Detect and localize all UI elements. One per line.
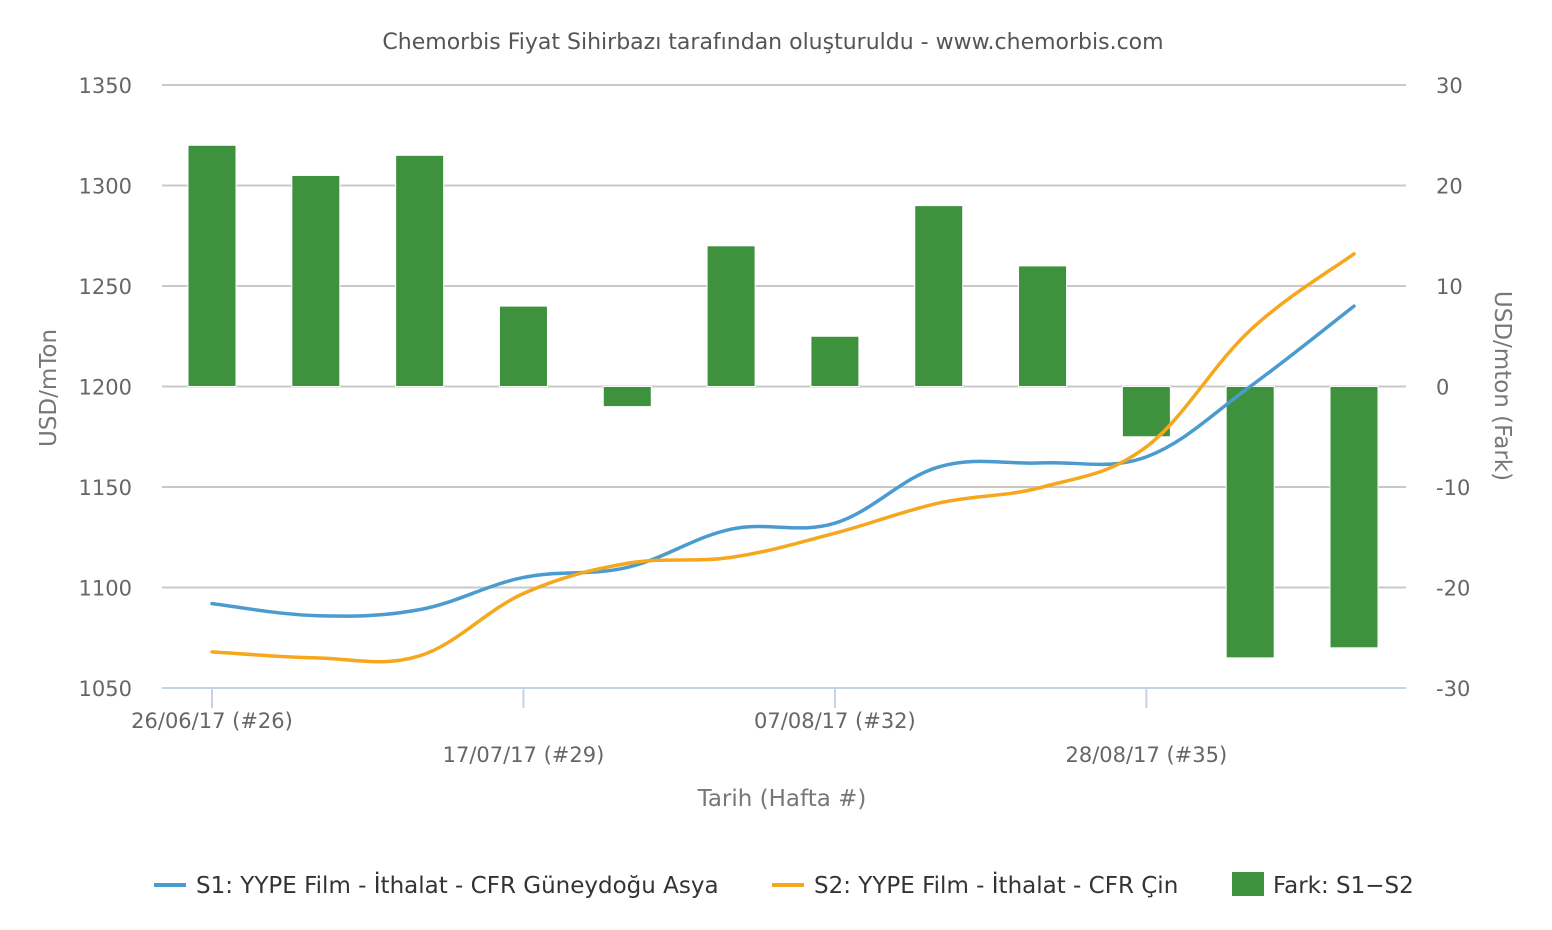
y-right-tick-label: 0 xyxy=(1436,376,1449,400)
y-left-tick-label: 1300 xyxy=(79,175,132,199)
bar xyxy=(498,305,548,388)
legend-label: S1: YYPE Film - İthalat - CFR Güneydoğu … xyxy=(196,871,719,899)
bar xyxy=(1225,386,1275,659)
legend: S1: YYPE Film - İthalat - CFR Güneydoğu … xyxy=(154,871,1414,899)
y-axis-left-title: USD/mTon xyxy=(36,329,62,447)
chart-title: Chemorbis Fiyat Sihirbazı tarafından olu… xyxy=(382,30,1163,55)
bar xyxy=(1121,386,1171,438)
bar xyxy=(602,386,652,408)
y-axis-left: 1050 1100 1150 1200 1250 1300 1350 xyxy=(79,74,132,701)
bar xyxy=(810,335,860,387)
bar xyxy=(914,205,964,387)
y-right-tick-label: 10 xyxy=(1436,275,1463,299)
bar xyxy=(291,174,341,387)
line-series xyxy=(210,252,1356,664)
bar xyxy=(706,245,756,387)
x-tick-label: 26/06/17 (#26) xyxy=(131,709,293,733)
y-right-tick-label: -10 xyxy=(1436,476,1470,500)
y-right-tick-label: -20 xyxy=(1436,577,1470,601)
y-left-tick-label: 1200 xyxy=(79,376,132,400)
x-tick-label: 28/08/17 (#35) xyxy=(1066,743,1228,767)
legend-label: Fark: S1−S2 xyxy=(1273,873,1414,899)
y-left-tick-label: 1350 xyxy=(79,74,132,98)
legend-swatch-bar xyxy=(1232,872,1264,896)
y-right-tick-label: -30 xyxy=(1436,677,1470,701)
bar xyxy=(1018,265,1068,387)
legend-item: S2: YYPE Film - İthalat - CFR Çin xyxy=(772,871,1178,899)
y-right-tick-label: 30 xyxy=(1436,74,1463,98)
y-left-tick-label: 1150 xyxy=(79,476,132,500)
y-left-tick-label: 1250 xyxy=(79,275,132,299)
y-left-tick-label: 1050 xyxy=(79,677,132,701)
y-axis-right: -30 -20 -10 0 10 20 30 xyxy=(1436,74,1470,701)
bar xyxy=(187,144,237,387)
legend-item: Fark: S1−S2 xyxy=(1232,872,1414,899)
series-line-1 xyxy=(210,304,1356,618)
legend-label: S2: YYPE Film - İthalat - CFR Çin xyxy=(814,871,1178,899)
y-left-tick-label: 1100 xyxy=(79,577,132,601)
x-axis: 26/06/17 (#26) 17/07/17 (#29) 07/08/17 (#3… xyxy=(131,688,1227,767)
y-right-tick-label: 20 xyxy=(1436,175,1463,199)
bar xyxy=(395,154,445,387)
x-tick-label: 17/07/17 (#29) xyxy=(443,743,605,767)
x-axis-title: Tarih (Hafta #) xyxy=(697,786,867,812)
series-line-2 xyxy=(210,252,1356,664)
bar-series xyxy=(187,144,1379,659)
x-tick-label: 07/08/17 (#32) xyxy=(754,709,916,733)
bar xyxy=(1329,386,1379,649)
legend-item: S1: YYPE Film - İthalat - CFR Güneydoğu … xyxy=(154,871,719,899)
y-axis-right-title: USD/mton (Fark) xyxy=(1489,291,1515,481)
gridlines xyxy=(162,84,1406,689)
